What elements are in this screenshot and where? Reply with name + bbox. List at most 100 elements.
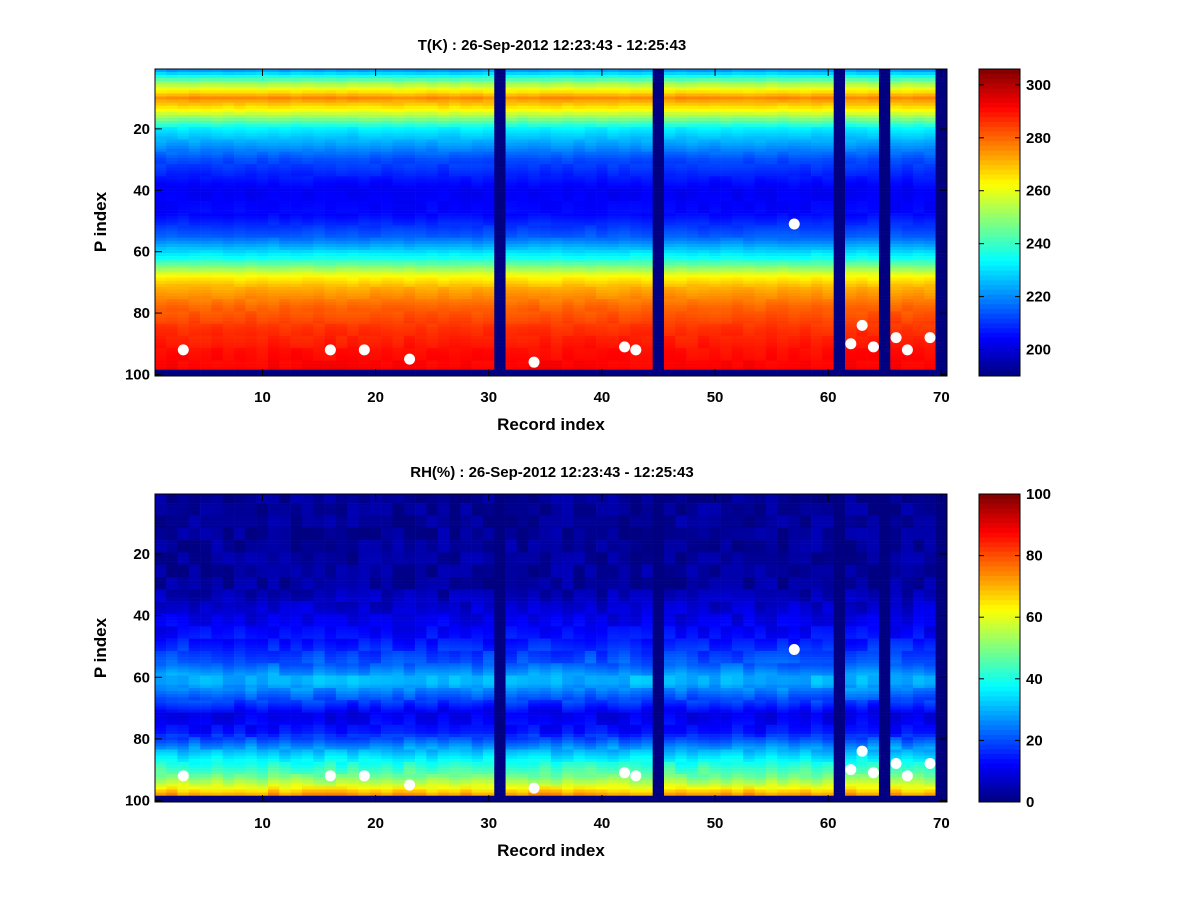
heatmap-cell — [200, 105, 212, 110]
heatmap-cell — [607, 243, 620, 248]
heatmap-cell — [686, 271, 699, 275]
heatmap-cell — [539, 130, 552, 134]
heatmap-cell — [177, 256, 190, 260]
heatmap-cell — [652, 81, 665, 85]
heatmap-cell — [301, 311, 314, 315]
heatmap-cell — [641, 351, 653, 355]
heatmap-cell — [471, 90, 484, 94]
heatmap-cell — [369, 348, 382, 352]
heatmap-cell — [335, 237, 348, 242]
heatmap-cell — [505, 170, 518, 174]
heatmap-cell — [166, 237, 178, 242]
heatmap-cell — [426, 225, 438, 229]
heatmap-cell — [449, 243, 461, 248]
heatmap-cell — [663, 164, 676, 168]
heatmap-cell — [301, 151, 314, 156]
heatmap-cell — [313, 102, 325, 106]
heatmap-cell — [234, 249, 246, 254]
heatmap-cell — [347, 274, 359, 278]
heatmap-cell — [335, 179, 348, 183]
heatmap-cell — [494, 253, 506, 257]
heatmap-cell — [630, 74, 642, 79]
heatmap-cell — [313, 345, 325, 349]
heatmap-cell — [313, 93, 325, 97]
heatmap-cell — [562, 84, 574, 88]
heatmap-cell — [245, 74, 257, 79]
heatmap-cell — [562, 268, 574, 272]
heatmap-cell — [335, 185, 348, 189]
heatmap-cell — [403, 133, 416, 137]
heatmap-cell — [200, 200, 212, 205]
heatmap-cell — [256, 154, 269, 159]
heatmap-cell — [494, 127, 506, 131]
heatmap-cell — [607, 191, 620, 196]
heatmap-cell — [166, 259, 178, 263]
heatmap-cell — [392, 240, 405, 245]
heatmap-cell — [494, 320, 506, 324]
heatmap-cell — [550, 280, 563, 285]
heatmap-cell — [267, 222, 280, 226]
heatmap-cell — [256, 185, 269, 189]
heatmap-cell — [256, 121, 269, 125]
heatmap-cell — [596, 99, 608, 103]
heatmap-cell — [267, 354, 280, 358]
heatmap-cell — [482, 363, 495, 367]
heatmap-cell — [426, 274, 438, 278]
heatmap-cell — [313, 329, 325, 334]
heatmap-cell — [347, 335, 359, 340]
heatmap-cell — [358, 68, 371, 73]
heatmap-cell — [596, 142, 608, 146]
heatmap-cell — [471, 84, 484, 88]
heatmap-cell — [663, 271, 676, 275]
heatmap-cell — [335, 188, 348, 192]
heatmap-cell — [528, 124, 540, 128]
heatmap-cell — [369, 124, 382, 128]
heatmap-cell — [245, 271, 257, 275]
heatmap-cell — [516, 329, 529, 334]
heatmap-cell — [482, 299, 495, 303]
heatmap-cell — [369, 228, 382, 232]
heatmap-cell — [584, 96, 597, 100]
heatmap-cell — [324, 246, 337, 251]
heatmap-cell — [358, 160, 371, 165]
heatmap-cell — [392, 253, 405, 257]
heatmap-cell — [426, 311, 438, 315]
heatmap-cell — [630, 194, 642, 199]
heatmap-cell — [177, 320, 190, 324]
heatmap-cell — [256, 160, 269, 165]
heatmap-cell — [335, 121, 348, 125]
heatmap-cell — [460, 219, 472, 223]
heatmap-cell — [663, 363, 676, 367]
heatmap-cell — [697, 185, 710, 189]
heatmap-cell — [482, 274, 495, 278]
heatmap-cell — [347, 145, 359, 149]
heatmap-cell — [154, 191, 167, 196]
heatmap-cell — [505, 136, 518, 140]
heatmap-cell — [663, 87, 676, 91]
heatmap-cell — [358, 366, 371, 371]
heatmap-cell — [494, 342, 506, 346]
heatmap-cell — [381, 151, 393, 156]
heatmap-cell — [686, 210, 699, 214]
heatmap-cell — [234, 99, 246, 103]
heatmap-cell — [256, 102, 269, 106]
heatmap-cell — [301, 372, 314, 377]
heatmap-cell — [313, 335, 325, 340]
heatmap-cell — [539, 314, 552, 318]
heatmap-cell — [166, 268, 178, 272]
heatmap-cell — [256, 207, 269, 211]
heatmap-cell — [652, 283, 665, 288]
heatmap-cell — [290, 194, 303, 199]
heatmap-cell — [494, 84, 506, 88]
heatmap-cell — [539, 305, 552, 309]
heatmap-cell — [584, 253, 597, 257]
heatmap-cell — [358, 360, 371, 364]
heatmap-cell — [550, 339, 563, 343]
heatmap-cell — [369, 357, 382, 361]
heatmap-cell — [584, 154, 597, 159]
heatmap-cell — [562, 329, 574, 334]
heatmap-cell — [641, 237, 653, 242]
heatmap-cell — [550, 188, 563, 192]
heatmap-cell — [166, 170, 178, 174]
heatmap-cell — [641, 203, 653, 208]
